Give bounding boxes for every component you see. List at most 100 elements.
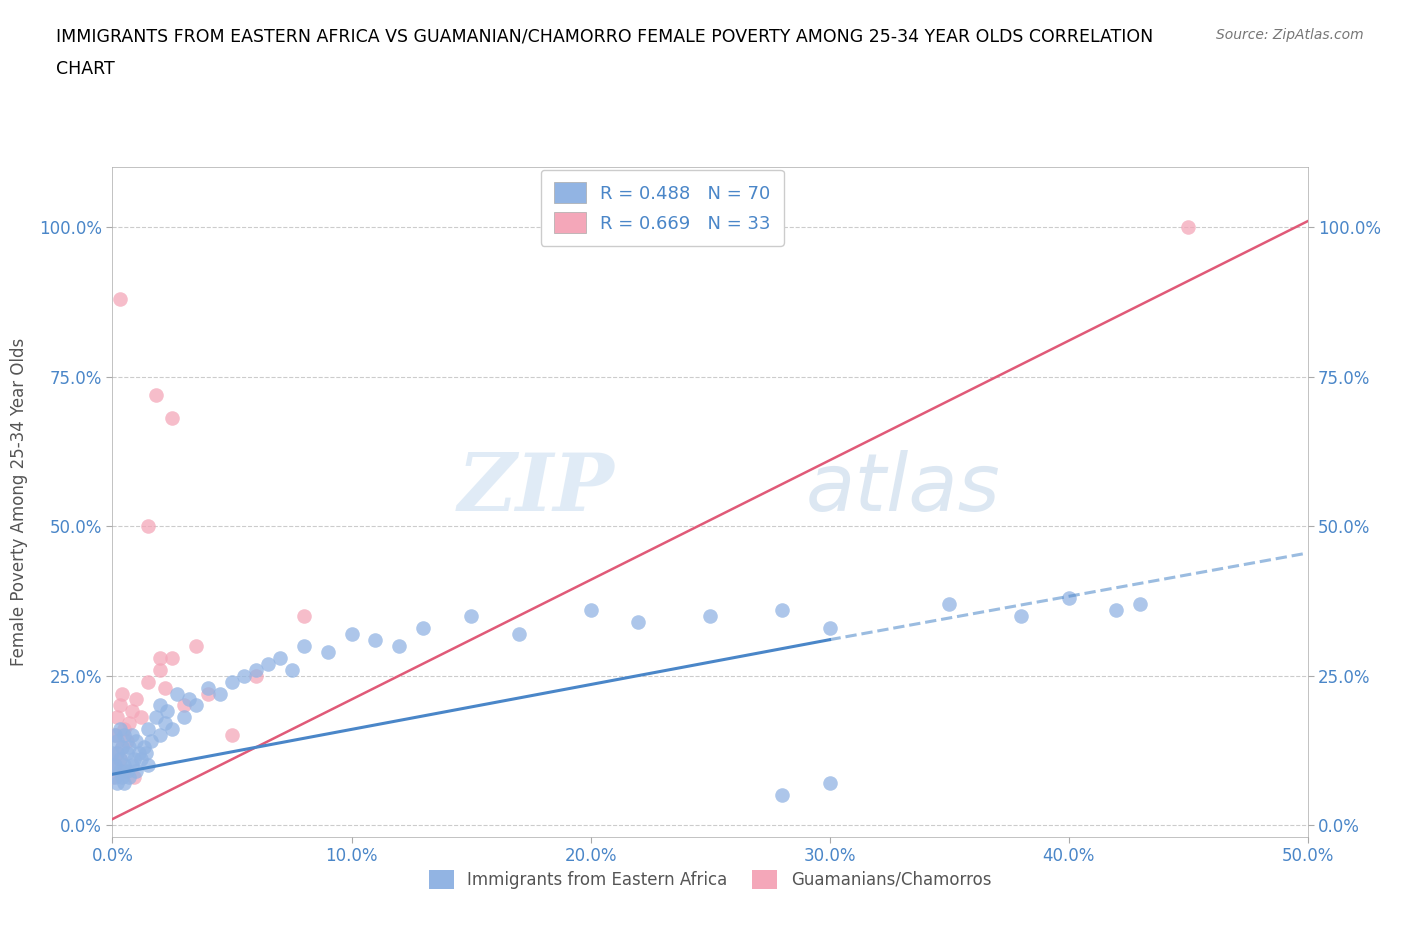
Point	[770, 788, 793, 803]
Point	[114, 776, 135, 790]
Point	[186, 638, 208, 653]
Legend: Immigrants from Eastern Africa, Guamanians/Chamorros: Immigrants from Eastern Africa, Guamania…	[422, 863, 998, 896]
Point	[114, 722, 135, 737]
Point	[221, 728, 243, 743]
Point	[173, 698, 195, 713]
Point	[1057, 591, 1080, 605]
Point	[105, 710, 128, 724]
Text: Source: ZipAtlas.com: Source: ZipAtlas.com	[1216, 28, 1364, 42]
Point	[111, 740, 134, 755]
Point	[138, 722, 160, 737]
Point	[232, 668, 256, 683]
Point	[125, 764, 148, 778]
Point	[108, 698, 131, 713]
Point	[105, 746, 128, 761]
Point	[162, 650, 183, 665]
Point	[292, 638, 315, 653]
Point	[818, 776, 841, 790]
Point	[316, 644, 339, 659]
Point	[115, 764, 138, 778]
Point	[162, 411, 183, 426]
Point	[508, 626, 530, 641]
Point	[118, 740, 141, 755]
Point	[108, 751, 131, 766]
Point	[173, 710, 195, 724]
Point	[122, 770, 145, 785]
Point	[412, 620, 434, 635]
Point	[245, 668, 267, 683]
Point	[818, 620, 841, 635]
Point	[627, 615, 650, 630]
Point	[118, 716, 141, 731]
Point	[128, 746, 150, 761]
Point	[1177, 219, 1199, 234]
Point	[121, 704, 143, 719]
Point	[364, 632, 387, 647]
Point	[139, 734, 162, 749]
Point	[1010, 608, 1032, 623]
Point	[111, 740, 134, 755]
Point	[162, 722, 183, 737]
Point	[135, 746, 157, 761]
Point	[101, 770, 124, 785]
Point	[138, 758, 160, 773]
Point	[125, 734, 148, 749]
Point	[138, 674, 160, 689]
Point	[111, 686, 134, 701]
Point	[129, 710, 152, 724]
Point	[186, 698, 208, 713]
Point	[699, 608, 721, 623]
Point	[121, 728, 143, 743]
Point	[340, 626, 363, 641]
Point	[105, 776, 128, 790]
Text: IMMIGRANTS FROM EASTERN AFRICA VS GUAMANIAN/CHAMORRO FEMALE POVERTY AMONG 25-34 : IMMIGRANTS FROM EASTERN AFRICA VS GUAMAN…	[56, 28, 1153, 46]
Point	[153, 716, 176, 731]
Point	[257, 657, 280, 671]
Point	[115, 734, 138, 749]
Point	[145, 710, 167, 724]
Point	[292, 608, 315, 623]
Point	[129, 751, 152, 766]
Point	[197, 680, 219, 695]
Point	[108, 291, 131, 306]
Point	[114, 758, 135, 773]
Point	[156, 704, 179, 719]
Point	[153, 680, 176, 695]
Point	[118, 770, 141, 785]
Point	[138, 519, 160, 534]
Point	[104, 770, 127, 785]
Point	[388, 638, 411, 653]
Point	[108, 764, 131, 778]
Point	[104, 758, 127, 773]
Point	[938, 596, 960, 611]
Point	[132, 740, 155, 755]
Point	[104, 758, 127, 773]
Point	[166, 686, 188, 701]
Point	[197, 686, 219, 701]
Point	[101, 758, 124, 773]
Point	[579, 603, 602, 618]
Text: atlas: atlas	[806, 450, 1001, 528]
Point	[105, 746, 128, 761]
Point	[104, 728, 127, 743]
Point	[122, 751, 145, 766]
Point	[149, 728, 172, 743]
Text: CHART: CHART	[56, 60, 115, 78]
Point	[1129, 596, 1152, 611]
Point	[108, 722, 131, 737]
Point	[114, 764, 135, 778]
Point	[104, 728, 127, 743]
Point	[121, 758, 143, 773]
Point	[149, 650, 172, 665]
Point	[149, 698, 172, 713]
Point	[177, 692, 200, 707]
Text: ZIP: ZIP	[457, 450, 614, 527]
Point	[108, 751, 131, 766]
Point	[115, 746, 138, 761]
Point	[105, 734, 128, 749]
Point	[281, 662, 304, 677]
Point	[125, 692, 148, 707]
Point	[269, 650, 291, 665]
Point	[111, 770, 134, 785]
Point	[221, 674, 243, 689]
